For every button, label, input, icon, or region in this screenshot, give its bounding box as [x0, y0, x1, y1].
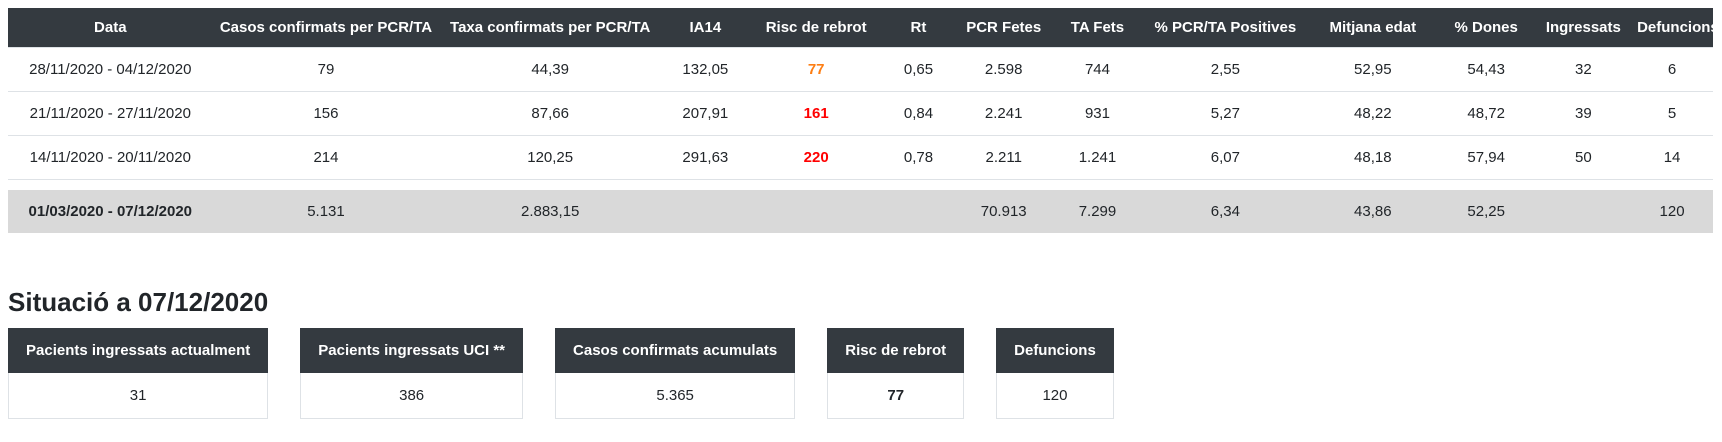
card-value: 31	[8, 373, 269, 419]
cell-rt: 0,84	[882, 91, 955, 136]
table-row-total: 01/03/2020 - 07/12/2020 5.131 2.883,15 7…	[8, 190, 1713, 233]
card-pacients-ingressats-uci: Pacients ingressats UCI ** 386	[300, 328, 524, 419]
cell-pcr-done-total: 70.913	[954, 190, 1054, 233]
card-value: 120	[996, 373, 1114, 419]
cell-admitted-total	[1535, 190, 1632, 233]
cell-rt-total	[882, 190, 955, 233]
column-header-risc-de-rebrot: Risc de rebrot	[749, 8, 883, 48]
cell-rt: 0,65	[882, 47, 955, 92]
cell-pcr-done: 2.241	[954, 91, 1054, 136]
card-defuncions: Defuncions 120	[996, 328, 1114, 419]
cell-pct-women: 57,94	[1436, 135, 1536, 180]
covid-dashboard: Data Casos confirmats per PCR/TA Taxa co…	[8, 8, 1713, 419]
cell-mean-age-total: 43,86	[1308, 190, 1437, 233]
cell-cases: 214	[212, 135, 440, 180]
cell-date-range: 21/11/2020 - 27/11/2020	[8, 91, 213, 136]
table-row-week-2: 21/11/2020 - 27/11/2020 156 87,66 207,91…	[8, 91, 1713, 136]
card-value: 77	[827, 373, 965, 419]
table-row-week-3: 14/11/2020 - 20/11/2020 214 120,25 291,6…	[8, 135, 1713, 180]
card-pacients-ingressats-actualment: Pacients ingressats actualment 31	[8, 328, 269, 419]
cell-cases: 79	[212, 47, 440, 92]
table-header-row: Data Casos confirmats per PCR/TA Taxa co…	[8, 8, 1713, 48]
cell-ta-done: 931	[1053, 91, 1142, 136]
card-value: 5.365	[555, 373, 796, 419]
cell-outbreak-risk-total	[749, 190, 883, 233]
card-label: Casos confirmats acumulats	[555, 328, 796, 373]
table-spacer	[8, 179, 1713, 190]
cell-rate: 87,66	[439, 91, 662, 136]
card-label: Pacients ingressats UCI **	[300, 328, 524, 373]
cell-outbreak-risk: 161	[749, 91, 883, 136]
cell-cases-total: 5.131	[212, 190, 440, 233]
cell-mean-age: 48,18	[1308, 135, 1437, 180]
cell-deaths-total: 120	[1631, 190, 1713, 233]
cell-deaths: 6	[1631, 47, 1713, 92]
card-label: Defuncions	[996, 328, 1114, 373]
column-header-mitjana-edat: Mitjana edat	[1308, 8, 1437, 48]
cell-date-range: 14/11/2020 - 20/11/2020	[8, 135, 213, 180]
cell-rt: 0,78	[882, 135, 955, 180]
cell-pct-positive: 5,27	[1141, 91, 1309, 136]
cell-pct-women: 48,72	[1436, 91, 1536, 136]
column-header-casos-confirmats: Casos confirmats per PCR/TA	[212, 8, 440, 48]
weekly-stats-table: Data Casos confirmats per PCR/TA Taxa co…	[8, 8, 1713, 233]
cell-pct-women-total: 52,25	[1436, 190, 1536, 233]
card-label: Pacients ingressats actualment	[8, 328, 269, 373]
cell-date-range-total: 01/03/2020 - 07/12/2020	[8, 190, 213, 233]
cell-ta-done: 744	[1053, 47, 1142, 92]
cell-deaths: 5	[1631, 91, 1713, 136]
table-row-week-1: 28/11/2020 - 04/12/2020 79 44,39 132,05 …	[8, 47, 1713, 92]
column-header-taxa-confirmats: Taxa confirmats per PCR/TA	[439, 8, 662, 48]
cell-admitted: 39	[1535, 91, 1632, 136]
cell-ia14: 291,63	[661, 135, 750, 180]
card-casos-confirmats-acumulats: Casos confirmats acumulats 5.365	[555, 328, 796, 419]
cell-pct-positive: 2,55	[1141, 47, 1309, 92]
card-risc-de-rebrot: Risc de rebrot 77	[827, 328, 965, 419]
cell-rate: 120,25	[439, 135, 662, 180]
cell-ta-done-total: 7.299	[1053, 190, 1142, 233]
cell-rate-total: 2.883,15	[439, 190, 662, 233]
column-header-defuncions: Defuncions	[1631, 8, 1713, 48]
cell-ta-done: 1.241	[1053, 135, 1142, 180]
cell-pcr-done: 2.598	[954, 47, 1054, 92]
cell-mean-age: 48,22	[1308, 91, 1437, 136]
column-header-data: Data	[8, 8, 213, 48]
column-header-ta-fets: TA Fets	[1053, 8, 1142, 48]
card-label: Risc de rebrot	[827, 328, 965, 373]
cell-outbreak-risk: 77	[749, 47, 883, 92]
cell-pct-positive-total: 6,34	[1141, 190, 1309, 233]
cell-deaths: 14	[1631, 135, 1713, 180]
cell-admitted: 32	[1535, 47, 1632, 92]
cell-ia14-total	[661, 190, 750, 233]
column-header-rt: Rt	[882, 8, 955, 48]
cell-ia14: 132,05	[661, 47, 750, 92]
cell-rate: 44,39	[439, 47, 662, 92]
cell-pcr-done: 2.211	[954, 135, 1054, 180]
column-header-pct-positives: % PCR/TA Positives	[1141, 8, 1309, 48]
cell-admitted: 50	[1535, 135, 1632, 180]
cell-outbreak-risk: 220	[749, 135, 883, 180]
column-header-pcr-fetes: PCR Fetes	[954, 8, 1054, 48]
column-header-ingressats: Ingressats	[1535, 8, 1632, 48]
column-header-ia14: IA14	[661, 8, 750, 48]
column-header-pct-dones: % Dones	[1436, 8, 1536, 48]
cell-mean-age: 52,95	[1308, 47, 1437, 92]
cell-pct-women: 54,43	[1436, 47, 1536, 92]
cell-pct-positive: 6,07	[1141, 135, 1309, 180]
situation-cards: Pacients ingressats actualment 31 Pacien…	[8, 328, 1713, 419]
situation-heading: Situació a 07/12/2020	[8, 287, 269, 317]
card-value: 386	[300, 373, 524, 419]
cell-cases: 156	[212, 91, 440, 136]
cell-ia14: 207,91	[661, 91, 750, 136]
cell-date-range: 28/11/2020 - 04/12/2020	[8, 47, 213, 92]
